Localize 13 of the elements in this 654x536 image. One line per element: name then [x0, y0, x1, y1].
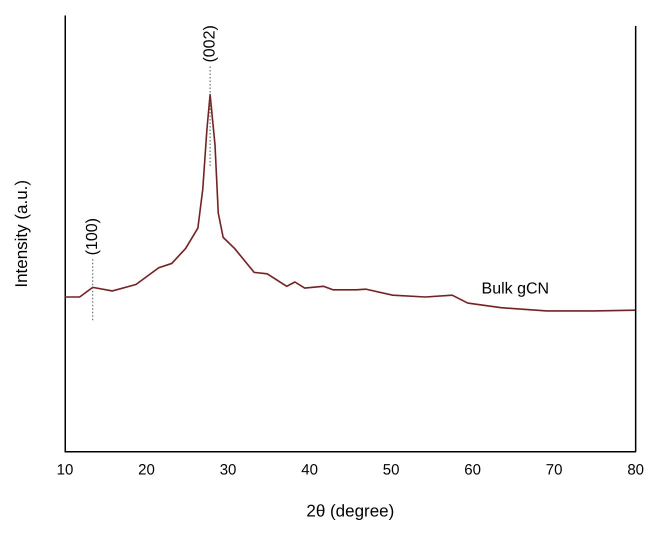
- x-tick-label: 60: [464, 462, 481, 479]
- x-tick-label: 30: [220, 462, 236, 479]
- annotation: (002): [202, 25, 219, 63]
- annotation: (100): [84, 218, 102, 256]
- x-tick-label: 10: [56, 462, 74, 479]
- x-tick-label: 40: [301, 462, 318, 479]
- x-axis-title: 2θ (degree): [306, 501, 394, 520]
- series-label: Bulk gCN: [482, 280, 550, 298]
- x-tick-label: 20: [138, 462, 155, 479]
- x-tick-label: 80: [627, 462, 644, 479]
- y-axis-title: Intensity (a.u.): [12, 180, 31, 288]
- x-tick-label: 50: [382, 462, 400, 479]
- x-tick-label: 70: [546, 462, 562, 479]
